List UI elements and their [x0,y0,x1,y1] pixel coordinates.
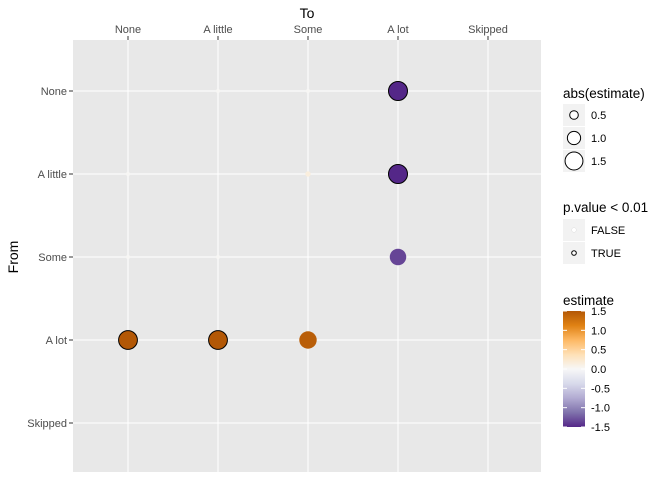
x-tick-label: Some [294,24,323,36]
color-legend-title: estimate [563,293,614,308]
x-tick-label: A lot [387,24,408,36]
data-point [125,171,131,177]
size-legend-symbol [564,151,584,171]
y-axis-title: From [5,241,21,274]
data-point [208,330,228,350]
size-legend-label: 0.5 [591,110,606,122]
color-bar-label: 0.0 [591,364,606,376]
stroke-legend-title: p.value < 0.01 [563,200,648,215]
size-legend-title: abs(estimate) [563,86,645,101]
data-point [305,171,311,177]
stroke-legend-label: TRUE [591,248,621,260]
data-point [388,164,408,184]
data-point [125,254,131,260]
data-point [389,248,407,266]
color-bar-label: 0.5 [591,345,606,357]
stroke-legend-label: FALSE [591,225,625,237]
stroke-legend-symbol [571,227,577,233]
size-legend-label: 1.0 [591,133,606,145]
plot-panel [73,40,541,472]
color-bar-label: 1.0 [591,325,606,337]
y-tick-label: None [41,86,67,98]
color-bar-label: -1.5 [591,422,610,434]
x-axis-title: To [300,5,315,21]
y-tick-label: A little [38,169,67,181]
size-legend-label: 1.5 [591,156,606,168]
color-bar [563,311,585,427]
color-bar-label: -1.0 [591,403,610,415]
color-bar-label: -0.5 [591,383,610,395]
data-point [215,254,221,260]
data-point [215,88,221,94]
y-tick-label: A lot [46,335,67,347]
x-tick-label: None [115,24,141,36]
data-point [388,81,408,101]
x-tick-label: Skipped [468,24,508,36]
size-legend-symbol [569,110,579,120]
y-tick-label: Skipped [27,418,67,430]
x-tick-label: A little [203,24,232,36]
data-point [118,330,138,350]
stroke-legend-symbol [571,250,577,256]
data-point [299,331,317,349]
y-tick-label: Some [38,252,67,264]
data-point [305,88,311,94]
size-legend-symbol [566,130,582,146]
color-bar-label: 1.5 [591,306,606,318]
